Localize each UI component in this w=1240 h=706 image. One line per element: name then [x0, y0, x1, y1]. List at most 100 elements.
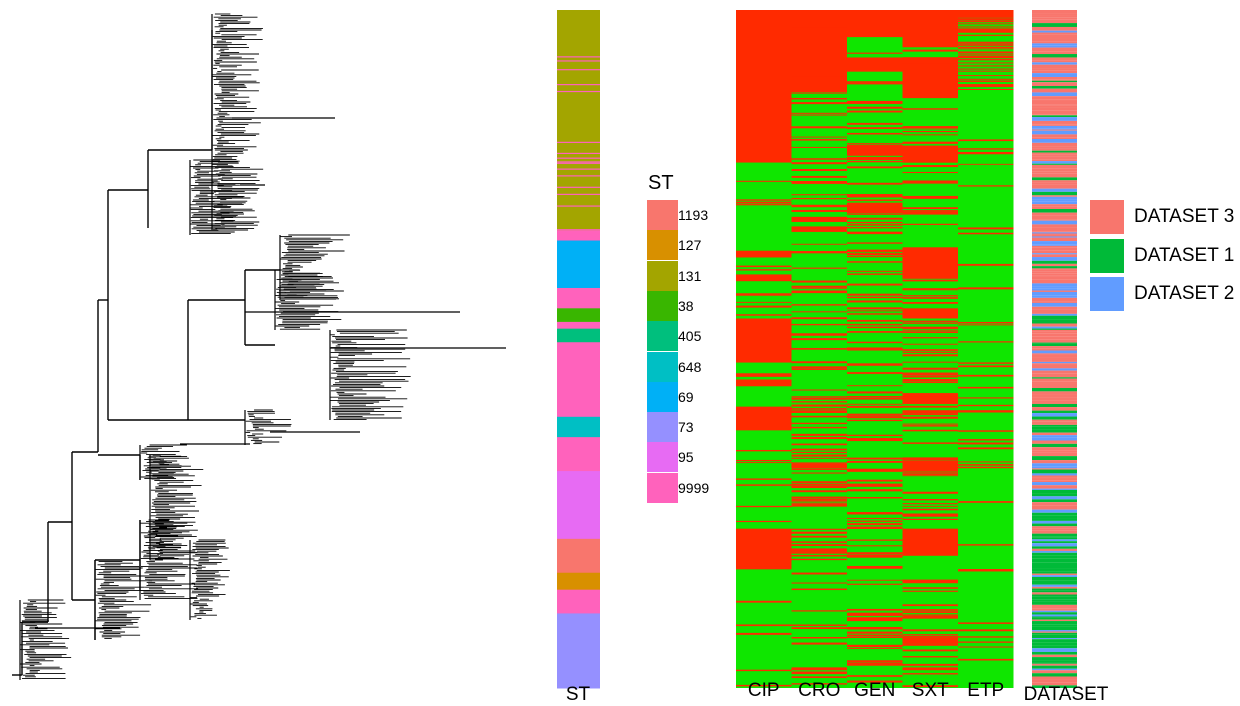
resistant-line: [847, 372, 903, 374]
resistant-line: [736, 565, 792, 567]
dataset-stripe: [1032, 512, 1077, 516]
dataset-stripe: [1032, 171, 1077, 174]
dataset-stripe: [1032, 339, 1077, 343]
resistant-line: [902, 614, 958, 616]
resistant-line: [736, 505, 792, 508]
resistant-line: [791, 32, 847, 34]
dataset-stripe: [1032, 614, 1077, 617]
resistant-line: [791, 528, 847, 530]
resistant-line: [736, 520, 792, 523]
resistant-line: [736, 554, 792, 557]
heatmap-column-label: GEN: [854, 680, 896, 701]
resistant-line: [791, 139, 847, 141]
resistant-line: [902, 475, 958, 477]
dataset-stripe: [1032, 378, 1077, 382]
resistant-line: [847, 224, 903, 226]
resistant-line: [902, 223, 958, 225]
dataset-stripe: [1032, 142, 1077, 147]
dataset-legend-label: DATASET 1: [1134, 244, 1235, 266]
dataset-stripe: [1032, 518, 1077, 521]
dataset-stripe: [1032, 266, 1077, 269]
resistant-line: [791, 572, 847, 575]
resistant-line: [791, 558, 847, 561]
resistant-line: [902, 616, 958, 618]
resistant-line: [902, 337, 958, 339]
dataset-stripe: [1032, 346, 1077, 349]
resistant-line: [847, 143, 903, 145]
dataset-stripe: [1032, 331, 1077, 334]
dataset-stripe: [1032, 450, 1077, 453]
resistant-line: [791, 16, 847, 18]
resistant-line: [902, 410, 958, 413]
st-block-95: [557, 471, 600, 540]
resistant-line: [958, 59, 1014, 61]
resistant-line: [736, 462, 792, 464]
resistant-block: [902, 528, 958, 556]
dataset-stripe: [1032, 215, 1077, 220]
dataset-stripe: [1032, 353, 1077, 355]
resistant-line: [902, 518, 958, 521]
resistant-line: [847, 363, 903, 366]
resistant-line: [958, 641, 1014, 643]
resistant-line: [847, 102, 903, 104]
resistant-line: [847, 21, 903, 23]
dataset-stripe: [1032, 15, 1077, 18]
dataset-stripe: [1032, 19, 1077, 24]
dataset-stripe: [1032, 536, 1077, 538]
resistant-line: [791, 466, 847, 469]
resistant-line: [791, 496, 847, 499]
dataset-stripe: [1032, 150, 1077, 153]
resistant-line: [791, 79, 847, 82]
resistant-line: [958, 21, 1014, 23]
resistant-line: [847, 627, 903, 630]
resistant-line: [902, 328, 958, 330]
resistant-block: [958, 10, 1014, 17]
dataset-stripe: [1032, 54, 1077, 58]
resistant-line: [902, 609, 958, 611]
resistant-block: [902, 308, 958, 319]
resistant-line: [791, 624, 847, 626]
resistant-line: [791, 610, 847, 612]
resistant-line: [736, 24, 792, 26]
resistant-block: [902, 637, 958, 644]
resistant-line: [902, 277, 958, 279]
dataset-stripe: [1032, 370, 1077, 374]
dataset-stripe: [1032, 478, 1077, 481]
dataset-stripe: [1032, 110, 1077, 115]
resistant-line: [791, 472, 847, 474]
resistant-line: [847, 438, 903, 440]
resistant-line: [791, 146, 847, 148]
resistant-line: [791, 490, 847, 493]
resistant-line: [902, 413, 958, 416]
resistant-line: [847, 489, 903, 491]
dataset-stripe: [1032, 391, 1077, 395]
resistant-line: [791, 220, 847, 222]
resistant-line: [902, 587, 958, 589]
resistant-line: [736, 669, 792, 672]
st-legend-key-131: [647, 260, 678, 291]
resistant-line: [736, 201, 792, 204]
resistant-block: [736, 318, 792, 363]
dataset-stripe: [1032, 309, 1077, 314]
st-legend-key-9999: [647, 472, 678, 503]
resistant-line: [791, 676, 847, 679]
dataset-stripe: [1032, 219, 1077, 221]
resistant-line: [958, 374, 1014, 377]
dataset-stripe: [1032, 177, 1077, 181]
resistant-line: [847, 556, 903, 558]
resistant-line: [791, 114, 847, 116]
resistant-line: [902, 361, 958, 363]
resistant-line: [847, 664, 903, 666]
st-stripe: [557, 84, 600, 86]
resistant-line: [847, 397, 903, 400]
resistant-line: [791, 27, 847, 30]
dataset-stripe: [1032, 447, 1077, 451]
resistant-line: [902, 402, 958, 405]
dataset-stripe: [1032, 443, 1077, 448]
resistant-line: [847, 680, 903, 683]
dataset-stripe: [1032, 237, 1077, 242]
resistant-line: [958, 88, 1014, 90]
dataset-stripe: [1032, 146, 1077, 149]
resistant-block: [736, 274, 792, 282]
